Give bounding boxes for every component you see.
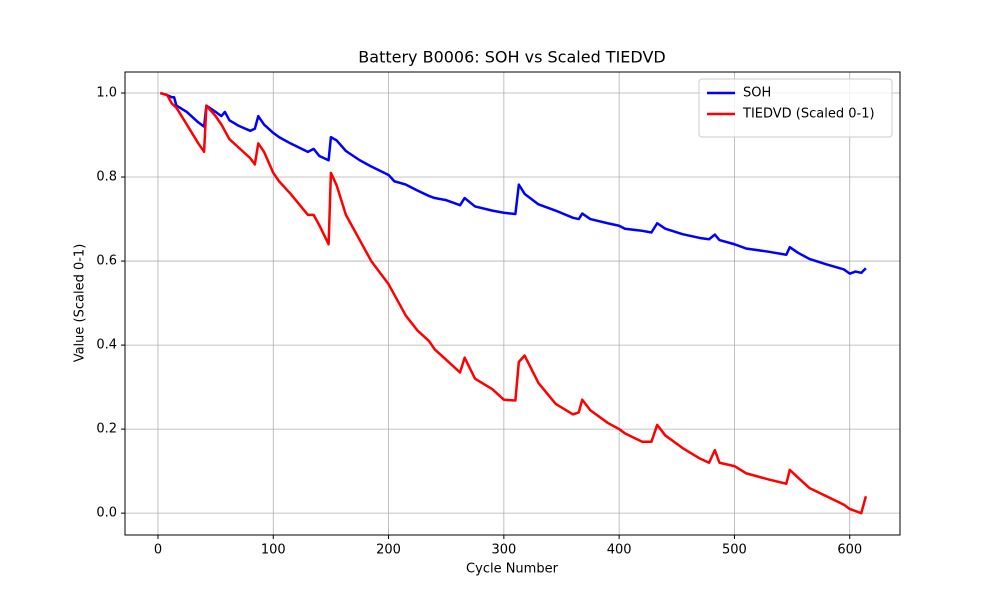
y-tick-label: 1.0 xyxy=(96,86,117,101)
plot-frame xyxy=(124,71,901,536)
y-tick-label: 0.0 xyxy=(96,506,117,521)
legend-label: TIEDVD (Scaled 0-1) xyxy=(742,107,875,122)
y-axis-label: Value (Scaled 0-1) xyxy=(73,244,88,363)
x-tick-label: 400 xyxy=(607,543,632,558)
y-tick-label: 0.6 xyxy=(96,254,117,269)
x-tick-label: 600 xyxy=(837,543,862,558)
y-tick-label: 0.8 xyxy=(96,170,117,185)
x-axis-label: Cycle Number xyxy=(466,562,559,577)
legend-box xyxy=(698,78,893,138)
series-line xyxy=(159,91,867,275)
x-tick-label: 0 xyxy=(154,543,162,558)
legend-label: SOH xyxy=(743,86,771,101)
series-line xyxy=(159,91,868,515)
x-tick-label: 200 xyxy=(376,543,401,558)
chart-title: Battery B0006: SOH vs Scaled TIEDVD xyxy=(358,48,665,67)
x-tick-label: 500 xyxy=(722,543,747,558)
y-tick-label: 0.4 xyxy=(96,338,117,353)
y-tick-label: 0.2 xyxy=(96,422,117,437)
x-tick-label: 100 xyxy=(261,543,286,558)
x-tick-label: 300 xyxy=(491,543,516,558)
